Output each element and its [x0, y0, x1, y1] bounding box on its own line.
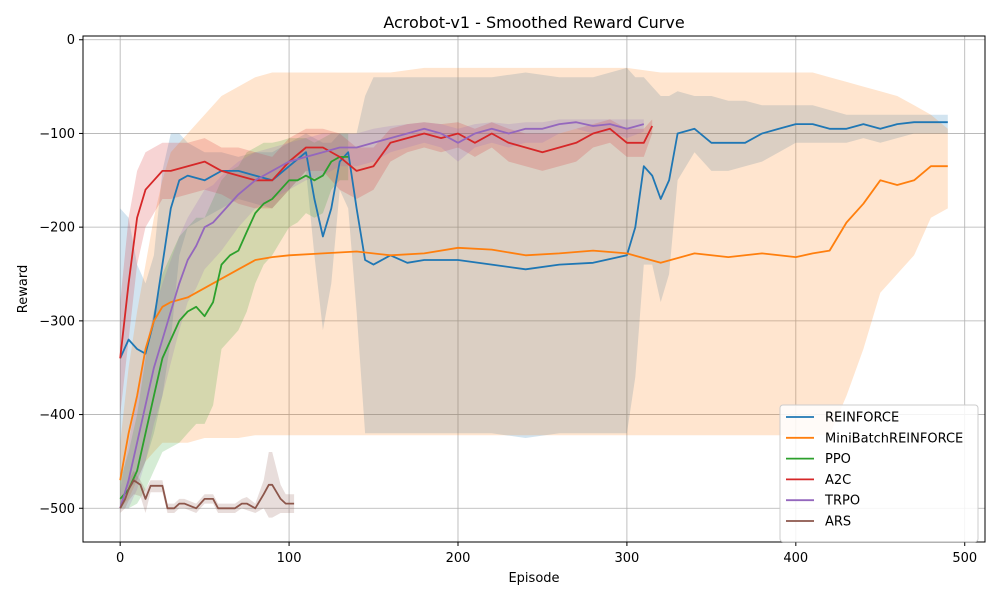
line-trpo [119, 121, 645, 509]
confidence-bands [120, 67, 948, 518]
y-tick-label: 0 [67, 33, 75, 48]
line-reinforce [119, 121, 948, 359]
legend-label: MiniBatchREINFORCE [825, 431, 963, 446]
x-tick-label: 400 [783, 551, 808, 566]
band-reinforce [120, 67, 948, 509]
x-tick-label: 300 [614, 551, 639, 566]
legend-label: TRPO [824, 494, 860, 509]
y-tick-label: −400 [39, 408, 75, 423]
x-axis-label: Episode [508, 571, 559, 586]
line-ppo [119, 155, 349, 500]
x-tick-label: 100 [277, 551, 302, 566]
y-tick-label: −300 [39, 314, 75, 329]
y-tick-label: −100 [39, 127, 75, 142]
x-tick-label: 500 [952, 551, 977, 566]
y-tick-label: −500 [39, 502, 75, 517]
legend-label: REINFORCE [825, 411, 899, 426]
line-a2c [119, 125, 654, 359]
band-ars [120, 452, 295, 518]
plot-frame [82, 35, 986, 543]
legend: REINFORCE MiniBatchREINFORCE PPO A2C TRPO ARS [779, 404, 979, 543]
axes: 0 100 200 300 400 500 0 −100 −200 −300 −400 −500 [39, 33, 986, 566]
legend-label: PPO [825, 452, 851, 467]
legend-label: A2C [825, 473, 851, 488]
y-tick-label: −200 [39, 221, 75, 236]
y-axis-label: Reward [16, 265, 31, 313]
series-lines [119, 121, 948, 510]
band-ppo [120, 133, 349, 509]
legend-label: ARS [825, 515, 851, 530]
legend-box [779, 404, 979, 543]
line-ars [119, 479, 295, 510]
x-tick-label: 0 [116, 551, 124, 566]
band-a2c [120, 119, 653, 415]
x-tick-label: 200 [446, 551, 471, 566]
band-minibatchreinforce [120, 67, 948, 509]
chart-title: Acrobot-v1 - Smoothed Reward Curve [383, 13, 684, 32]
